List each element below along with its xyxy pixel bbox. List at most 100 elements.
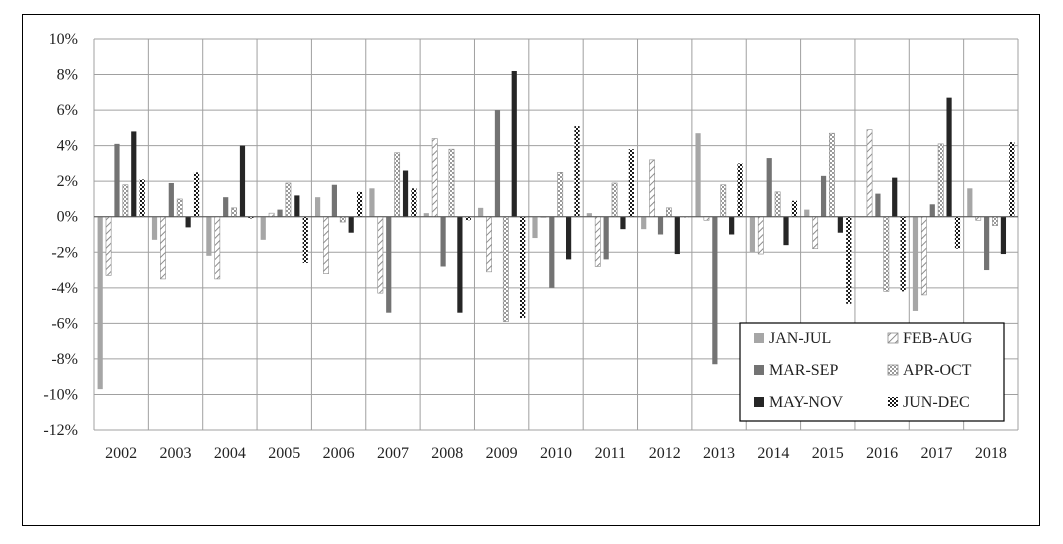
y-tick-label: -6% (51, 315, 78, 332)
x-tick-label: 2016 (866, 445, 898, 462)
bar-may-nov-2002 (131, 131, 137, 217)
bar-mar-sep-2008 (440, 216, 446, 267)
bar-apr-oct-2006 (339, 216, 346, 223)
axes: 10% 8% 6% 4% 2% 0% -2% -4% -6% -8% -10% -12% 2002 200… (43, 31, 1018, 462)
bar-jan-jul-2007 (369, 188, 375, 217)
bar-mar-sep-2014 (766, 158, 772, 217)
y-tick-label: 8% (57, 67, 78, 84)
bar-may-nov-2007 (402, 170, 409, 217)
bars (97, 70, 1015, 390)
bar-feb-aug-2013 (703, 216, 710, 221)
bar-apr-oct-2012 (666, 207, 672, 218)
bar-jun-dec-2002 (139, 179, 145, 217)
bar-mar-sep-2009 (494, 110, 501, 217)
bar-jan-jul-2010 (532, 216, 538, 239)
bar-may-nov-2004 (239, 145, 246, 217)
bar-feb-aug-2015 (812, 216, 819, 250)
bar-jun-dec-2014 (791, 200, 798, 217)
bar-jun-dec-2004 (248, 216, 254, 219)
x-tick-label: 2015 (812, 445, 844, 462)
bar-feb-aug-2011 (594, 216, 601, 267)
legend-swatch-may-nov (754, 397, 764, 407)
bar-jan-jul-2011 (586, 213, 592, 217)
bar-apr-oct-2011 (611, 182, 618, 218)
bar-may-nov-2016 (892, 177, 898, 217)
bar-jun-dec-2018 (1009, 142, 1015, 217)
bar-apr-oct-2007 (394, 152, 401, 218)
chart-frame (22, 14, 1040, 526)
x-tick-label: 2014 (757, 445, 789, 462)
bar-jun-dec-2009 (520, 216, 526, 319)
bar-jan-jul-2012 (641, 216, 647, 230)
bar-mar-sep-2012 (657, 216, 664, 235)
legend-swatch-mar-sep (754, 365, 764, 375)
bar-feb-aug-2003 (160, 216, 166, 280)
x-tick-label: 2008 (431, 445, 463, 462)
bar-feb-aug-2018 (975, 216, 982, 221)
x-tick-label: 2013 (703, 445, 735, 462)
x-tick-label: 2006 (323, 445, 355, 462)
x-tick-label: 2011 (595, 445, 626, 462)
y-tick-label: -4% (51, 280, 78, 297)
bar-may-nov-2013 (729, 216, 735, 235)
bar-mar-sep-2010 (549, 216, 555, 288)
bar-jun-dec-2007 (411, 188, 417, 217)
bar-feb-aug-2005 (268, 212, 275, 218)
bar-mar-sep-2018 (984, 216, 990, 271)
bar-jun-dec-2008 (465, 216, 471, 221)
bar-mar-sep-2015 (820, 175, 827, 217)
bar-jun-dec-2017 (954, 216, 961, 249)
legend: JAN-JUL FEB-AUG MAR-SEP APR-OCT MAY-NOV JUN-D… (739, 322, 1005, 422)
bar-jun-dec-2016 (900, 216, 906, 292)
bar-feb-aug-2017 (920, 216, 927, 296)
legend-label-may-nov: MAY-NOV (769, 394, 844, 411)
bar-mar-sep-2003 (168, 182, 174, 217)
bar-feb-aug-2014 (757, 216, 764, 255)
legend-label-mar-sep: MAR-SEP (769, 362, 838, 379)
x-tick-label: 2009 (486, 445, 518, 462)
bar-jan-jul-2004 (206, 216, 212, 256)
bar-jun-dec-2011 (628, 149, 634, 217)
x-tick-label: 2018 (975, 445, 1007, 462)
x-tick-label: 2005 (268, 445, 300, 462)
legend-label-jun-dec: JUN-DEC (903, 394, 970, 411)
bar-mar-sep-2002 (114, 143, 120, 217)
x-tick-label: 2010 (540, 445, 572, 462)
legend-label-jan-jul: JAN-JUL (769, 330, 831, 347)
legend-label-feb-aug: FEB-AUG (903, 330, 973, 347)
bar-jan-jul-2003 (151, 216, 158, 240)
legend-swatch-feb-aug (887, 332, 899, 344)
legend-swatch-jan-jul (754, 333, 764, 343)
bar-jun-dec-2003 (193, 172, 200, 217)
bar-may-nov-2018 (1000, 216, 1007, 255)
legend-box (739, 322, 1005, 422)
x-tick-label: 2017 (920, 445, 952, 462)
bar-feb-aug-2009 (486, 216, 492, 273)
legend-label-apr-oct: APR-OCT (903, 362, 972, 379)
bar-may-nov-2011 (620, 216, 626, 230)
y-tick-label: 4% (57, 138, 78, 155)
bar-apr-oct-2002 (122, 184, 129, 218)
bar-feb-aug-2006 (323, 216, 329, 274)
bar-apr-oct-2010 (557, 171, 564, 218)
x-tick-label: 2003 (160, 445, 192, 462)
bar-feb-aug-2016 (866, 129, 873, 218)
x-tick-label: 2004 (214, 445, 246, 462)
bar-feb-aug-2008 (431, 138, 438, 218)
y-tick-label: -12% (43, 422, 78, 439)
y-tick-label: -8% (51, 351, 78, 368)
y-tick-label: -10% (43, 386, 78, 403)
bar-jan-jul-2008 (423, 213, 429, 217)
bar-feb-aug-2002 (105, 216, 112, 276)
y-tick-label: 6% (57, 102, 78, 119)
bar-jan-jul-2014 (749, 216, 756, 253)
bar-jan-jul-2017 (912, 216, 919, 311)
bar-apr-oct-2005 (285, 182, 292, 218)
bar-may-nov-2005 (294, 195, 300, 217)
bar-may-nov-2010 (566, 216, 572, 260)
bar-jun-dec-2005 (302, 216, 308, 263)
y-tick-label: 0% (57, 209, 78, 226)
bar-jun-dec-2006 (356, 191, 363, 217)
bar-mar-sep-2016 (875, 193, 881, 217)
bar-apr-oct-2003 (176, 198, 183, 218)
